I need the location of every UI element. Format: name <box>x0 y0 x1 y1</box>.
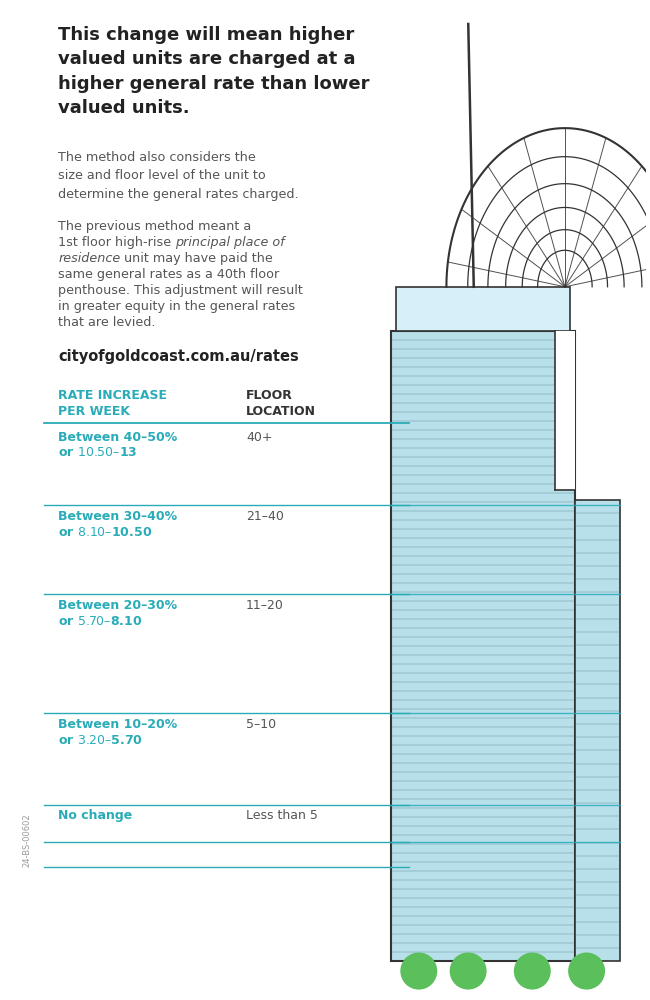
Text: or $10.50–$13: or $10.50–$13 <box>58 446 138 459</box>
Text: unit may have paid the: unit may have paid the <box>120 252 272 265</box>
Bar <box>555 331 575 490</box>
Text: 40+: 40+ <box>246 431 272 444</box>
Text: Between 40–50%: Between 40–50% <box>58 431 177 444</box>
Text: that are levied.: that are levied. <box>58 316 156 329</box>
Bar <box>396 287 570 331</box>
Circle shape <box>515 953 550 989</box>
Text: 24-BS-00602: 24-BS-00602 <box>22 813 31 867</box>
Text: or $5.70–$8.10: or $5.70–$8.10 <box>58 615 143 628</box>
Text: Less than 5: Less than 5 <box>246 809 318 822</box>
Bar <box>391 331 575 961</box>
Text: 5–10: 5–10 <box>246 718 276 731</box>
Circle shape <box>569 953 604 989</box>
Text: No change: No change <box>58 809 133 822</box>
Circle shape <box>450 953 486 989</box>
Text: cityofgoldcoast.com.au/rates: cityofgoldcoast.com.au/rates <box>58 349 299 364</box>
Text: or $8.10–$10.50: or $8.10–$10.50 <box>58 526 153 539</box>
Text: 11–20: 11–20 <box>246 599 284 612</box>
Bar <box>575 500 620 961</box>
Text: This change will mean higher
valued units are charged at a
higher general rate t: This change will mean higher valued unit… <box>58 26 370 117</box>
Text: penthouse. This adjustment will result: penthouse. This adjustment will result <box>58 284 304 297</box>
Text: same general rates as a 40th floor: same general rates as a 40th floor <box>58 268 280 281</box>
Text: residence: residence <box>58 252 121 265</box>
Text: in greater equity in the general rates: in greater equity in the general rates <box>58 300 296 313</box>
Text: principal place of: principal place of <box>175 236 285 249</box>
Circle shape <box>401 953 437 989</box>
Text: Between 30–40%: Between 30–40% <box>58 510 177 523</box>
Text: or $3.20–$5.70: or $3.20–$5.70 <box>58 734 143 747</box>
Text: 1st floor high-rise: 1st floor high-rise <box>58 236 176 249</box>
Text: The previous method meant a: The previous method meant a <box>58 220 252 233</box>
Text: RATE INCREASE
PER WEEK: RATE INCREASE PER WEEK <box>58 389 168 418</box>
Text: The method also considers the
size and floor level of the unit to
determine the : The method also considers the size and f… <box>58 151 299 201</box>
Text: Between 20–30%: Between 20–30% <box>58 599 177 612</box>
Text: 21–40: 21–40 <box>246 510 284 523</box>
Text: FLOOR
LOCATION: FLOOR LOCATION <box>246 389 316 418</box>
Text: Between 10–20%: Between 10–20% <box>58 718 177 731</box>
